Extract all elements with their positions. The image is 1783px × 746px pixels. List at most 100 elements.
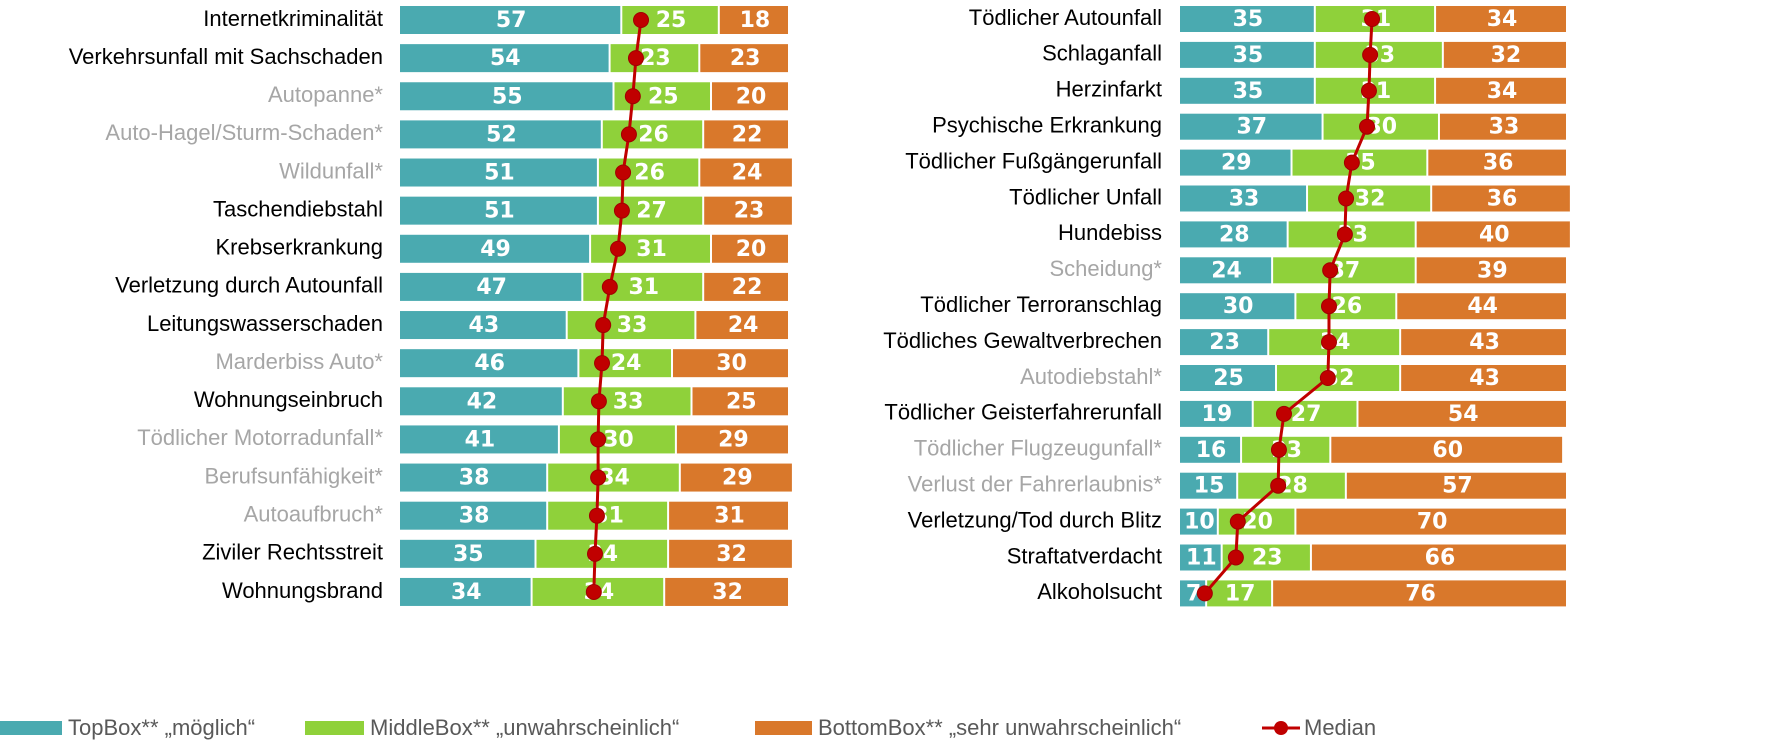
category-label: Autoaufbruch*: [244, 502, 384, 527]
data-label: 32: [1355, 187, 1386, 212]
bar-segment: [1331, 436, 1563, 463]
bar-segment: [602, 120, 703, 149]
median-point: [1360, 82, 1377, 99]
data-label: 27: [636, 199, 667, 224]
data-label: 19: [1202, 402, 1233, 427]
data-label: 24: [1211, 258, 1242, 283]
bar-segment: [680, 463, 792, 492]
data-label: 76: [1405, 581, 1436, 606]
data-label: 55: [492, 84, 523, 109]
bar-segment: [548, 501, 668, 530]
median-point: [1275, 405, 1292, 422]
data-label: 43: [469, 313, 500, 338]
data-label: 25: [648, 84, 679, 109]
bar-segment: [400, 82, 613, 111]
bar-segment: [1428, 149, 1566, 176]
bar-segment: [1180, 400, 1252, 427]
bar-segment: [1180, 329, 1268, 356]
category-label: Schlaganfall: [1042, 41, 1162, 66]
bar-segment: [1296, 293, 1396, 320]
legend-label: TopBox** „möglich“: [68, 715, 255, 740]
bar-segment: [704, 196, 792, 225]
category-label: Wohnungsbrand: [222, 578, 383, 603]
data-label: 33: [1489, 115, 1520, 140]
legend-label: MiddleBox** „unwahrscheinlich“: [370, 715, 679, 740]
data-label: 25: [656, 8, 687, 33]
median-point: [1229, 513, 1246, 530]
data-label: 7: [1186, 581, 1201, 606]
bar-segment: [1443, 41, 1566, 68]
bar-segment: [1180, 221, 1287, 248]
data-label: 23: [734, 199, 765, 224]
median-point: [1343, 154, 1360, 171]
data-label: 30: [716, 351, 747, 376]
median-point: [595, 317, 612, 334]
data-label: 33: [613, 389, 644, 414]
data-label: 40: [1479, 222, 1510, 247]
data-label: 33: [1229, 187, 1260, 212]
median-point: [1319, 370, 1336, 386]
median-point: [1338, 190, 1355, 207]
bar-segment: [400, 44, 609, 73]
median-point: [590, 469, 607, 486]
data-label: 43: [1469, 330, 1500, 355]
median-point: [1364, 11, 1381, 27]
legend-swatch: [0, 721, 62, 735]
data-label: 49: [480, 237, 511, 262]
category-label: Psychische Erkrankung: [932, 113, 1162, 138]
data-label: 32: [716, 542, 747, 567]
data-label: 24: [611, 351, 642, 376]
data-label: 30: [603, 427, 634, 452]
data-label: 15: [1194, 474, 1225, 499]
category-label: Verletzung/Tod durch Blitz: [908, 507, 1162, 532]
median-point: [1227, 549, 1244, 566]
bar-segment: [676, 425, 788, 454]
bar-segment: [400, 349, 578, 378]
median-line: [592, 19, 643, 592]
category-label: Tödlicher Unfall: [1009, 184, 1162, 209]
legend-marker: [1274, 721, 1288, 735]
bar-segment: [400, 234, 590, 263]
data-label: 26: [634, 161, 665, 186]
data-label: 42: [467, 389, 498, 414]
bar-segment: [559, 425, 675, 454]
bar-segment: [719, 6, 788, 34]
bar-segment: [1253, 400, 1357, 427]
bar-segment: [1180, 365, 1275, 391]
median-point: [1320, 298, 1337, 315]
data-label: 23: [1209, 330, 1240, 355]
data-label: 29: [722, 466, 753, 491]
bar-segment: [1180, 436, 1241, 463]
bar-segment: [1416, 257, 1566, 284]
bar-segment: [1439, 113, 1566, 140]
bar-segment: [1358, 400, 1566, 427]
data-label: 30: [1223, 294, 1254, 319]
data-label: 26: [638, 122, 669, 147]
category-label: Verkehrsunfall mit Sachschaden: [69, 44, 383, 69]
median-point: [1320, 334, 1337, 351]
category-label: Leitungswasserschaden: [147, 311, 383, 336]
bar-segment: [1308, 185, 1431, 212]
category-label: Wildunfall*: [279, 158, 383, 183]
bar-segment: [400, 120, 601, 149]
data-label: 10: [1184, 510, 1215, 535]
data-label: 31: [636, 237, 667, 262]
bar-segment: [400, 158, 597, 187]
median-point: [610, 240, 627, 257]
data-label: 51: [484, 199, 515, 224]
data-label: 24: [732, 161, 763, 186]
category-label: Tödlicher Flugzeugunfall*: [914, 436, 1163, 461]
bar-segment: [400, 272, 582, 301]
data-label: 32: [712, 580, 743, 605]
bar-segment: [704, 272, 788, 301]
bar-segment: [1296, 508, 1566, 535]
median-point: [594, 355, 611, 372]
median-point: [1336, 226, 1353, 243]
data-label: 66: [1425, 546, 1456, 571]
bar-segment: [400, 311, 566, 340]
category-label: Verletzung durch Autounfall: [115, 273, 383, 298]
bar-segment: [548, 463, 679, 492]
bar-segment: [1180, 508, 1217, 535]
bar-segment: [669, 539, 792, 568]
